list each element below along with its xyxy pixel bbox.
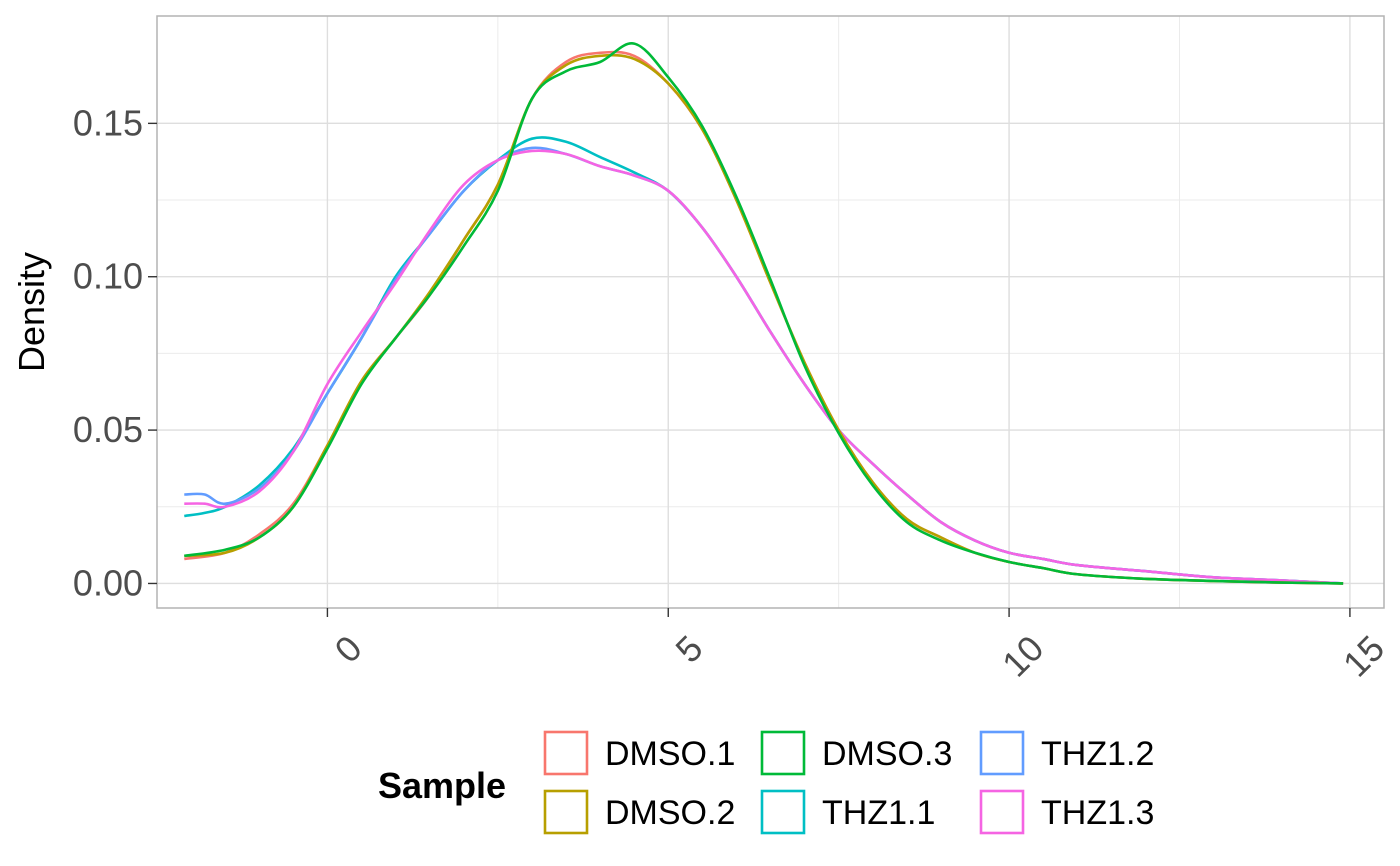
- series-line-thz1-1: [184, 136, 1344, 585]
- major-gridlines: [157, 16, 1384, 608]
- x-tick-label: 10: [994, 627, 1051, 684]
- legend-label: DMSO.1: [605, 735, 735, 773]
- y-tick-label: 0.05: [73, 409, 143, 450]
- legend-key: [760, 789, 806, 835]
- legend-title: Sample: [378, 765, 506, 806]
- plot-panel-border: [156, 15, 1385, 609]
- legend-key: [760, 730, 806, 776]
- legend-key: [979, 789, 1025, 835]
- legend-label: THZ1.2: [1041, 735, 1154, 773]
- legend-item-thz1-3: THZ1.3: [979, 789, 1154, 835]
- legend: Sample DMSO.1 DMSO.2 DMSO.3 THZ1.1 THZ1.2 THZ…: [378, 730, 1154, 835]
- legend-item-thz1-1: THZ1.1: [760, 789, 935, 835]
- legend-label: DMSO.3: [822, 735, 952, 773]
- y-tick-label: 0.15: [73, 102, 143, 143]
- density-curves: [184, 42, 1344, 585]
- legend-item-dmso-3: DMSO.3: [760, 730, 952, 776]
- legend-item-dmso-1: DMSO.1: [543, 730, 735, 776]
- series-line-thz1-3: [184, 149, 1344, 585]
- legend-key: [979, 730, 1025, 776]
- series-line-dmso-3: [184, 42, 1344, 585]
- x-tick-label: 5: [667, 627, 710, 670]
- legend-item-thz1-2: THZ1.2: [979, 730, 1154, 776]
- legend-item-dmso-2: DMSO.2: [543, 789, 735, 835]
- series-line-dmso-1: [184, 50, 1344, 585]
- y-tick-label: 0.00: [73, 562, 143, 603]
- x-tick-label: 15: [1335, 627, 1392, 684]
- legend-key: [543, 730, 589, 776]
- legend-label: DMSO.2: [605, 794, 735, 832]
- legend-key: [543, 789, 589, 835]
- y-axis-title: Density: [11, 252, 52, 372]
- minor-gridlines: [156, 16, 1384, 608]
- y-tick-label: 0.10: [73, 256, 143, 297]
- x-tick-label: 0: [327, 627, 370, 670]
- legend-label: THZ1.3: [1041, 794, 1154, 832]
- legend-label: THZ1.1: [822, 794, 935, 832]
- x-axis: 0 5 10 15: [327, 608, 1392, 685]
- y-axis: 0.00 0.05 0.10 0.15: [73, 102, 157, 603]
- series-line-thz1-2: [184, 146, 1344, 585]
